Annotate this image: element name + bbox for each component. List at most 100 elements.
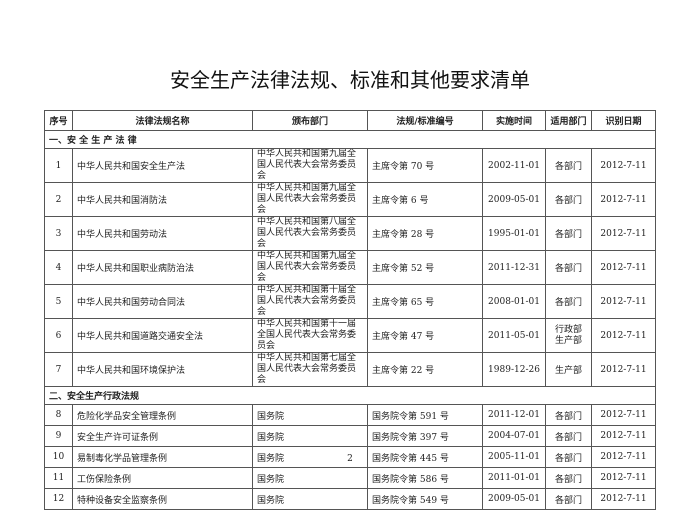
table-row: 8 危险化学品安全管理条例 国务院 国务院令第 591 号 2011-12-01 各部门 2… — [44, 404, 656, 426]
issuing-authority: 中华人民共和国第十一届全国人民代表大会常务委员会 — [252, 318, 368, 353]
effective-date: 2011-12-31 — [482, 250, 546, 285]
issuing-authority: 国务院 — [252, 488, 368, 510]
identification-date: 2012-7-11 — [591, 148, 656, 183]
table-row: 2 中华人民共和国消防法 中华人民共和国第九届全国人民代表大会常务委员会 主席令第 6… — [44, 182, 656, 217]
effective-date: 2008-01-01 — [482, 284, 546, 319]
regulation-name: 安全生产许可证条例 — [72, 425, 253, 447]
column-header: 法律法规名称 — [72, 110, 253, 131]
table-row: 5 中华人民共和国劳动合同法 中华人民共和国第十届全国人民代表大会常务委员会 主席令第… — [44, 284, 656, 319]
table-row: 1 中华人民共和国安全生产法 中华人民共和国第九届全国人民代表大会常务委员会 主席令第… — [44, 148, 656, 183]
effective-date: 2002-11-01 — [482, 148, 546, 183]
issuing-authority: 国务院 — [252, 467, 368, 489]
identification-date: 2012-7-11 — [591, 250, 656, 285]
effective-date: 2009-05-01 — [482, 182, 546, 217]
row-number: 4 — [44, 250, 73, 285]
regulation-name: 工伤保险条例 — [72, 467, 253, 489]
applicable-dept: 各部门 — [545, 284, 592, 319]
identification-date: 2012-7-11 — [591, 216, 656, 251]
effective-date: 2011-01-01 — [482, 467, 546, 489]
regulation-name: 中华人民共和国环境保护法 — [72, 352, 253, 387]
regulation-name: 中华人民共和国劳动法 — [72, 216, 253, 251]
regulation-code: 主席令第 6 号 — [367, 182, 483, 217]
regulation-code: 国务院令第 586 号 — [367, 467, 483, 489]
effective-date: 2011-05-01 — [482, 318, 546, 353]
row-number: 11 — [44, 467, 73, 489]
regulation-name: 中华人民共和国职业病防治法 — [72, 250, 253, 285]
column-header: 识别日期 — [591, 110, 656, 131]
applicable-dept: 各部门 — [545, 216, 592, 251]
applicable-dept: 各部门 — [545, 425, 592, 447]
table-row: 12 特种设备安全监察条例 国务院 国务院令第 549 号 2009-05-01 各部门 2… — [44, 488, 656, 510]
regulation-code: 主席令第 22 号 — [367, 352, 483, 387]
effective-date: 1989-12-26 — [482, 352, 546, 387]
regulation-code: 主席令第 70 号 — [367, 148, 483, 183]
identification-date: 2012-7-11 — [591, 425, 656, 447]
column-header: 序号 — [44, 110, 73, 131]
table-row: 7 中华人民共和国环境保护法 中华人民共和国第七届全国人民代表大会常务委员会 主席令第… — [44, 352, 656, 387]
issuing-authority: 国务院 — [252, 425, 368, 447]
identification-date: 2012-7-11 — [591, 284, 656, 319]
effective-date: 2004-07-01 — [482, 425, 546, 447]
section-row: 一、安 全 生 产 法 律 — [44, 130, 656, 149]
regulation-code: 主席令第 28 号 — [367, 216, 483, 251]
table-row: 10 易制毒化学品管理条例 国务院 国务院令第 445 号 2005-11-01 各部门 2… — [44, 446, 656, 468]
table-row: 9 安全生产许可证条例 国务院 国务院令第 397 号 2004-07-01 各部门 201… — [44, 425, 656, 447]
issuing-authority: 中华人民共和国第十届全国人民代表大会常务委员会 — [252, 284, 368, 319]
column-header: 实施时间 — [482, 110, 546, 131]
row-number: 5 — [44, 284, 73, 319]
applicable-dept: 各部门 — [545, 148, 592, 183]
table-row: 4 中华人民共和国职业病防治法 中华人民共和国第九届全国人民代表大会常务委员会 主席令… — [44, 250, 656, 285]
regulation-code: 主席令第 65 号 — [367, 284, 483, 319]
row-number: 2 — [44, 182, 73, 217]
column-header: 颁布部门 — [252, 110, 368, 131]
regulation-name: 中华人民共和国劳动合同法 — [72, 284, 253, 319]
applicable-dept: 各部门 — [545, 488, 592, 510]
identification-date: 2012-7-11 — [591, 352, 656, 387]
effective-date: 2011-12-01 — [482, 404, 546, 426]
applicable-dept: 各部门 — [545, 467, 592, 489]
applicable-dept: 行政部 生产部 — [545, 318, 592, 353]
column-header: 适用部门 — [545, 110, 592, 131]
column-header: 法规/标准编号 — [367, 110, 483, 131]
regulations-table: 序号 法律法规名称 颁布部门 法规/标准编号 实施时间 适用部门 识别日期 一、安 全 生 … — [44, 110, 656, 510]
regulation-name: 危险化学品安全管理条例 — [72, 404, 253, 426]
regulation-code: 主席令第 52 号 — [367, 250, 483, 285]
regulation-code: 国务院令第 397 号 — [367, 425, 483, 447]
applicable-dept: 各部门 — [545, 404, 592, 426]
row-number: 1 — [44, 148, 73, 183]
row-number: 6 — [44, 318, 73, 353]
section-title: 一、安 全 生 产 法 律 — [44, 130, 656, 149]
effective-date: 1995-01-01 — [482, 216, 546, 251]
identification-date: 2012-7-11 — [591, 182, 656, 217]
regulation-code: 主席令第 47 号 — [367, 318, 483, 353]
issuing-authority: 中华人民共和国第七届全国人民代表大会常务委员会 — [252, 352, 368, 387]
regulation-name: 中华人民共和国道路交通安全法 — [72, 318, 253, 353]
page-number: 2 — [347, 454, 353, 464]
row-number: 7 — [44, 352, 73, 387]
row-number: 12 — [44, 488, 73, 510]
regulation-name: 特种设备安全监察条例 — [72, 488, 253, 510]
table-header: 序号 法律法规名称 颁布部门 法规/标准编号 实施时间 适用部门 识别日期 — [44, 110, 656, 131]
identification-date: 2012-7-11 — [591, 467, 656, 489]
row-number: 3 — [44, 216, 73, 251]
table-row: 11 工伤保险条例 国务院 国务院令第 586 号 2011-01-01 各部门 2012-… — [44, 467, 656, 489]
row-number: 8 — [44, 404, 73, 426]
regulation-code: 国务院令第 549 号 — [367, 488, 483, 510]
section-title: 二、安全生产行政法规 — [44, 386, 656, 405]
regulation-name: 中华人民共和国消防法 — [72, 182, 253, 217]
document-title: 安全生产法律法规、标准和其他要求清单 — [170, 68, 530, 92]
applicable-dept: 生产部 — [545, 352, 592, 387]
table-row: 6 中华人民共和国道路交通安全法 中华人民共和国第十一届全国人民代表大会常务委员会主… — [44, 318, 656, 353]
applicable-dept: 各部门 — [545, 250, 592, 285]
regulation-name: 中华人民共和国安全生产法 — [72, 148, 253, 183]
regulation-code: 国务院令第 591 号 — [367, 404, 483, 426]
section-row: 二、安全生产行政法规 — [44, 386, 656, 405]
applicable-dept: 各部门 — [545, 182, 592, 217]
issuing-authority: 中华人民共和国第九届全国人民代表大会常务委员会 — [252, 250, 368, 285]
row-number: 9 — [44, 425, 73, 447]
identification-date: 2012-7-11 — [591, 404, 656, 426]
table-row: 3 中华人民共和国劳动法 中华人民共和国第八届全国人民代表大会常务委员会 主席令第 2… — [44, 216, 656, 251]
effective-date: 2009-05-01 — [482, 488, 546, 510]
identification-date: 2012-7-11 — [591, 488, 656, 510]
issuing-authority: 中华人民共和国第九届全国人民代表大会常务委员会 — [252, 182, 368, 217]
